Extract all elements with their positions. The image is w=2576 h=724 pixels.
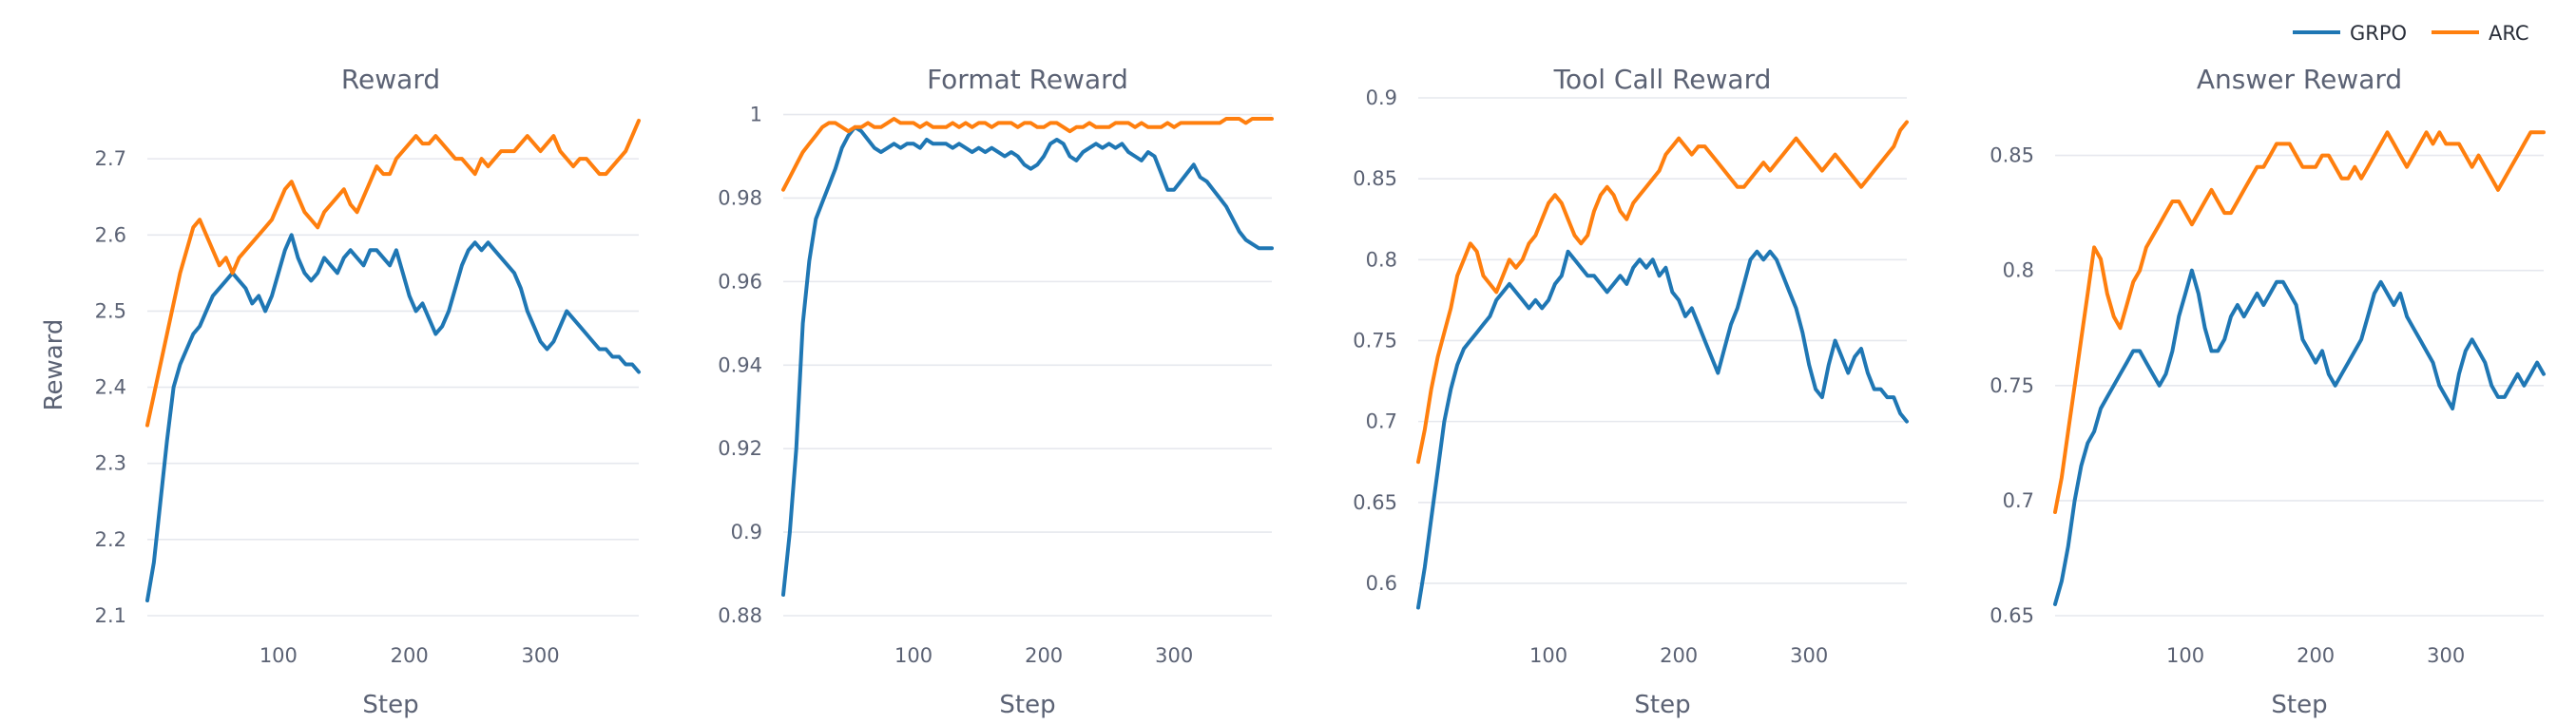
series-line-grpo [145, 233, 641, 602]
x-tick-labels: 100 200 300 [260, 644, 560, 667]
x-axis-label: Step [362, 691, 418, 719]
y-tick-labels: 0.65 0.7 0.75 0.8 0.85 [1990, 144, 2034, 627]
y-tick-label: 0.9 [731, 521, 762, 543]
y-tick-label: 2.6 [95, 223, 126, 246]
grid-lines [2055, 154, 2544, 617]
y-tick-label: 0.96 [718, 270, 762, 293]
y-tick-labels: 0.88 0.9 0.92 0.94 0.96 0.98 1 [718, 104, 762, 627]
grid-lines [147, 158, 639, 617]
series-line-arc [145, 119, 641, 428]
series-line-arc [2053, 130, 2546, 514]
series-line-grpo [1416, 249, 1909, 610]
x-tick-label: 300 [522, 644, 560, 667]
y-tick-label: 0.92 [718, 437, 762, 460]
x-tick-label: 200 [2297, 644, 2335, 667]
y-tick-label: 0.75 [1990, 374, 2034, 397]
y-tick-label: 2.5 [95, 299, 126, 322]
y-tick-label: 0.65 [1353, 491, 1397, 514]
legend: GRPO ARC [2293, 22, 2529, 45]
grid-lines [783, 113, 1272, 617]
y-tick-label: 0.8 [1366, 248, 1397, 271]
y-axis-label: Reward [40, 319, 68, 411]
reward-panel: Reward 2.1 2.2 2.3 2.4 2.5 2.6 2.7 100 200 300 S… [40, 64, 641, 719]
y-tick-label: 0.6 [1366, 572, 1397, 595]
y-tick-label: 0.9 [1366, 86, 1397, 109]
legend-label-grpo: GRPO [2350, 22, 2407, 45]
y-tick-label: 2.3 [95, 452, 126, 475]
y-tick-label: 0.98 [718, 186, 762, 209]
y-tick-label: 2.2 [95, 528, 126, 551]
series-line-grpo [2053, 268, 2546, 606]
y-tick-labels: 2.1 2.2 2.3 2.4 2.5 2.6 2.7 [95, 147, 126, 627]
x-tick-label: 200 [1025, 644, 1063, 667]
grid-lines [1418, 97, 1907, 584]
y-tick-label: 0.7 [2003, 489, 2034, 512]
x-tick-label: 300 [1155, 644, 1193, 667]
series-layer [781, 117, 1274, 597]
format-reward-panel: Format Reward 0.88 0.9 0.92 0.94 0.96 0.98 1 1… [718, 64, 1274, 719]
y-tick-label: 0.85 [1990, 144, 2034, 167]
y-tick-label: 2.4 [95, 376, 126, 399]
panel-title: Reward [341, 64, 440, 95]
y-tick-label: 0.75 [1353, 329, 1397, 352]
tool-call-reward-panel: Tool Call Reward 0.60.650.70.750.80.850.… [1353, 64, 1909, 719]
x-axis-label: Step [2271, 691, 2327, 719]
x-tick-label: 200 [1660, 644, 1698, 667]
y-tick-label: 0.7 [1366, 410, 1397, 433]
x-tick-label: 100 [2166, 644, 2204, 667]
x-tick-labels: 100 200 300 [894, 644, 1193, 667]
x-tick-label: 300 [1790, 644, 1828, 667]
y-tick-label: 0.65 [1990, 604, 2034, 627]
y-tick-label: 1 [750, 104, 762, 126]
series-layer [1416, 120, 1909, 610]
panel-title: Format Reward [927, 64, 1128, 95]
y-tick-label: 2.1 [95, 604, 126, 627]
series-layer [145, 119, 641, 602]
series-line-grpo [781, 124, 1274, 597]
y-tick-label: 0.88 [718, 604, 762, 627]
y-tick-label: 0.85 [1353, 167, 1397, 190]
x-tick-label: 100 [1529, 644, 1567, 667]
x-tick-label: 100 [894, 644, 932, 667]
legend-label-arc: ARC [2489, 22, 2529, 45]
y-tick-label: 2.7 [95, 147, 126, 170]
x-axis-label: Step [999, 691, 1055, 719]
x-tick-labels: 100 200 300 [2166, 644, 2465, 667]
series-line-arc [1416, 120, 1909, 465]
x-tick-label: 200 [391, 644, 429, 667]
x-tick-label: 100 [260, 644, 298, 667]
x-tick-labels: 100 200 300 [1529, 644, 1828, 667]
answer-reward-panel: Answer Reward 0.65 0.7 0.75 0.8 0.85 100 200 3… [1990, 64, 2546, 719]
series-line-arc [781, 117, 1274, 192]
x-tick-label: 300 [2427, 644, 2465, 667]
series-layer [2053, 130, 2546, 606]
panel-title: Answer Reward [2197, 64, 2402, 95]
y-tick-label: 0.94 [718, 353, 762, 376]
panel-title: Tool Call Reward [1553, 64, 1772, 95]
x-axis-label: Step [1634, 691, 1690, 719]
y-tick-labels: 0.6 0.65 0.7 0.75 0.8 0.85 0.9 [1353, 86, 1397, 595]
y-tick-label: 0.8 [2003, 259, 2034, 282]
